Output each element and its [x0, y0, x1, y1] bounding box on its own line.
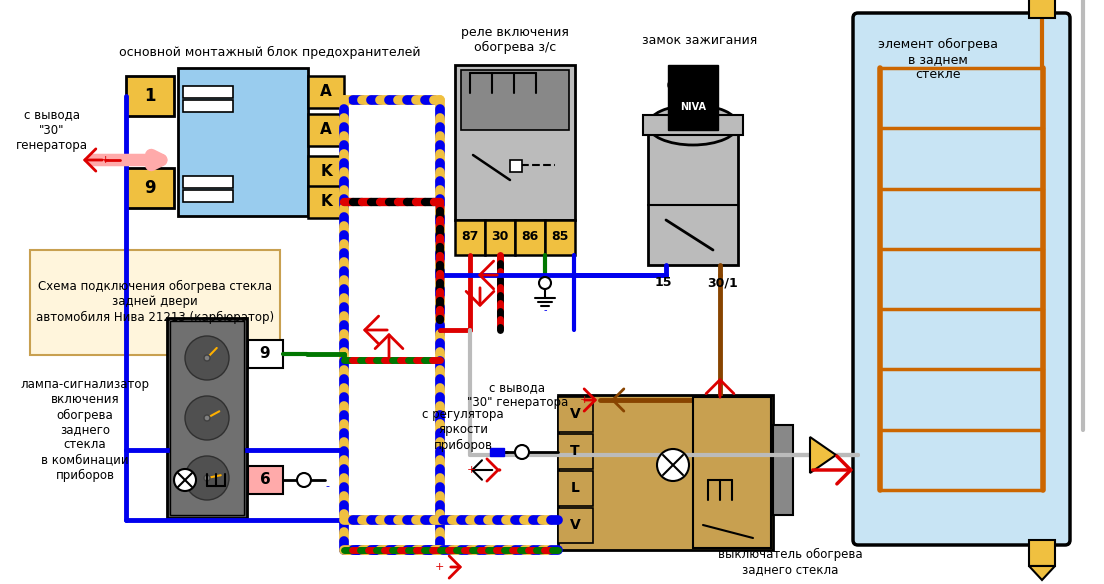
Bar — [648, 125, 737, 265]
Text: T: T — [570, 444, 580, 458]
Bar — [183, 86, 233, 98]
Circle shape — [514, 445, 529, 459]
Polygon shape — [810, 437, 836, 473]
Circle shape — [204, 355, 210, 361]
Text: +: + — [100, 155, 109, 165]
Bar — [308, 156, 344, 188]
Circle shape — [204, 415, 210, 421]
Text: выключатель обогрева
заднего стекла: выключатель обогрева заднего стекла — [718, 548, 862, 576]
Bar — [30, 250, 280, 355]
Bar — [183, 176, 233, 188]
Bar — [1029, 0, 1055, 18]
Bar — [485, 220, 514, 255]
Text: A: A — [320, 123, 332, 137]
Bar — [170, 321, 244, 515]
Bar — [510, 160, 522, 172]
Bar — [126, 76, 174, 116]
Bar — [308, 114, 344, 146]
Circle shape — [657, 449, 689, 481]
Text: лампа-сигнализатор
включения
обогрева
заднего
стекла
в комбинации
приборов: лампа-сигнализатор включения обогрева за… — [21, 378, 149, 482]
Text: 85: 85 — [551, 231, 569, 244]
Circle shape — [185, 336, 229, 380]
Bar — [490, 448, 505, 456]
Text: A: A — [320, 85, 332, 99]
Circle shape — [204, 475, 210, 481]
Bar — [248, 340, 283, 368]
Text: NIVA: NIVA — [680, 102, 705, 112]
Text: реле включения
обогрева з/с: реле включения обогрева з/с — [461, 26, 569, 54]
Text: 87: 87 — [461, 231, 479, 244]
Text: 30: 30 — [491, 231, 509, 244]
Bar — [514, 220, 545, 255]
Ellipse shape — [668, 72, 718, 98]
Text: L: L — [571, 481, 580, 495]
Text: элемент обогрева
в заднем
стекле: элемент обогрева в заднем стекле — [878, 38, 998, 81]
Text: +: + — [467, 465, 476, 475]
Bar — [693, 397, 771, 548]
Text: с регулятора
яркости
приборов: с регулятора яркости приборов — [422, 408, 503, 451]
Bar — [248, 466, 283, 494]
Bar — [558, 395, 773, 550]
Bar — [455, 65, 575, 220]
Bar — [178, 68, 308, 216]
Text: 9: 9 — [145, 179, 156, 197]
Bar — [126, 168, 174, 208]
Text: V: V — [570, 407, 581, 421]
Circle shape — [185, 396, 229, 440]
Bar — [643, 115, 743, 135]
Bar — [1029, 540, 1055, 566]
Bar — [183, 190, 233, 202]
Bar — [167, 318, 247, 518]
Text: +: + — [580, 395, 590, 405]
Text: замок зажигания: замок зажигания — [643, 33, 757, 47]
Bar — [668, 65, 718, 130]
Circle shape — [185, 456, 229, 500]
Bar — [461, 70, 569, 130]
Text: с вывода
"30" генератора: с вывода "30" генератора — [467, 381, 567, 409]
Text: 6: 6 — [259, 472, 270, 488]
Text: 30/1: 30/1 — [708, 276, 739, 290]
Text: Схема подключения обогрева стекла
задней двери
автомобиля Нива 21213 (карбюратор: Схема подключения обогрева стекла задней… — [36, 280, 274, 324]
Bar — [308, 76, 344, 108]
Text: -: - — [325, 481, 329, 491]
Polygon shape — [1029, 566, 1055, 580]
Text: K: K — [320, 194, 332, 210]
Text: K: K — [320, 165, 332, 179]
Bar — [558, 471, 593, 506]
Text: +: + — [435, 562, 445, 572]
Text: V: V — [570, 518, 581, 532]
Circle shape — [174, 469, 197, 491]
Bar — [183, 100, 233, 112]
Bar — [558, 397, 593, 432]
Bar — [558, 508, 593, 543]
Bar — [545, 220, 575, 255]
Ellipse shape — [648, 105, 737, 145]
FancyBboxPatch shape — [853, 13, 1070, 545]
Text: основной монтажный блок предохранителей: основной монтажный блок предохранителей — [119, 46, 421, 58]
Bar — [308, 186, 344, 218]
Text: 9: 9 — [259, 346, 270, 361]
Bar — [455, 220, 485, 255]
Circle shape — [539, 277, 551, 289]
Text: 86: 86 — [521, 231, 539, 244]
Text: 1: 1 — [145, 87, 156, 105]
Bar — [773, 425, 793, 515]
Text: -: - — [543, 305, 546, 315]
Text: 15: 15 — [655, 276, 671, 290]
Bar — [558, 434, 593, 469]
Text: с вывода
"30"
генератора: с вывода "30" генератора — [15, 109, 88, 151]
Circle shape — [297, 473, 311, 487]
